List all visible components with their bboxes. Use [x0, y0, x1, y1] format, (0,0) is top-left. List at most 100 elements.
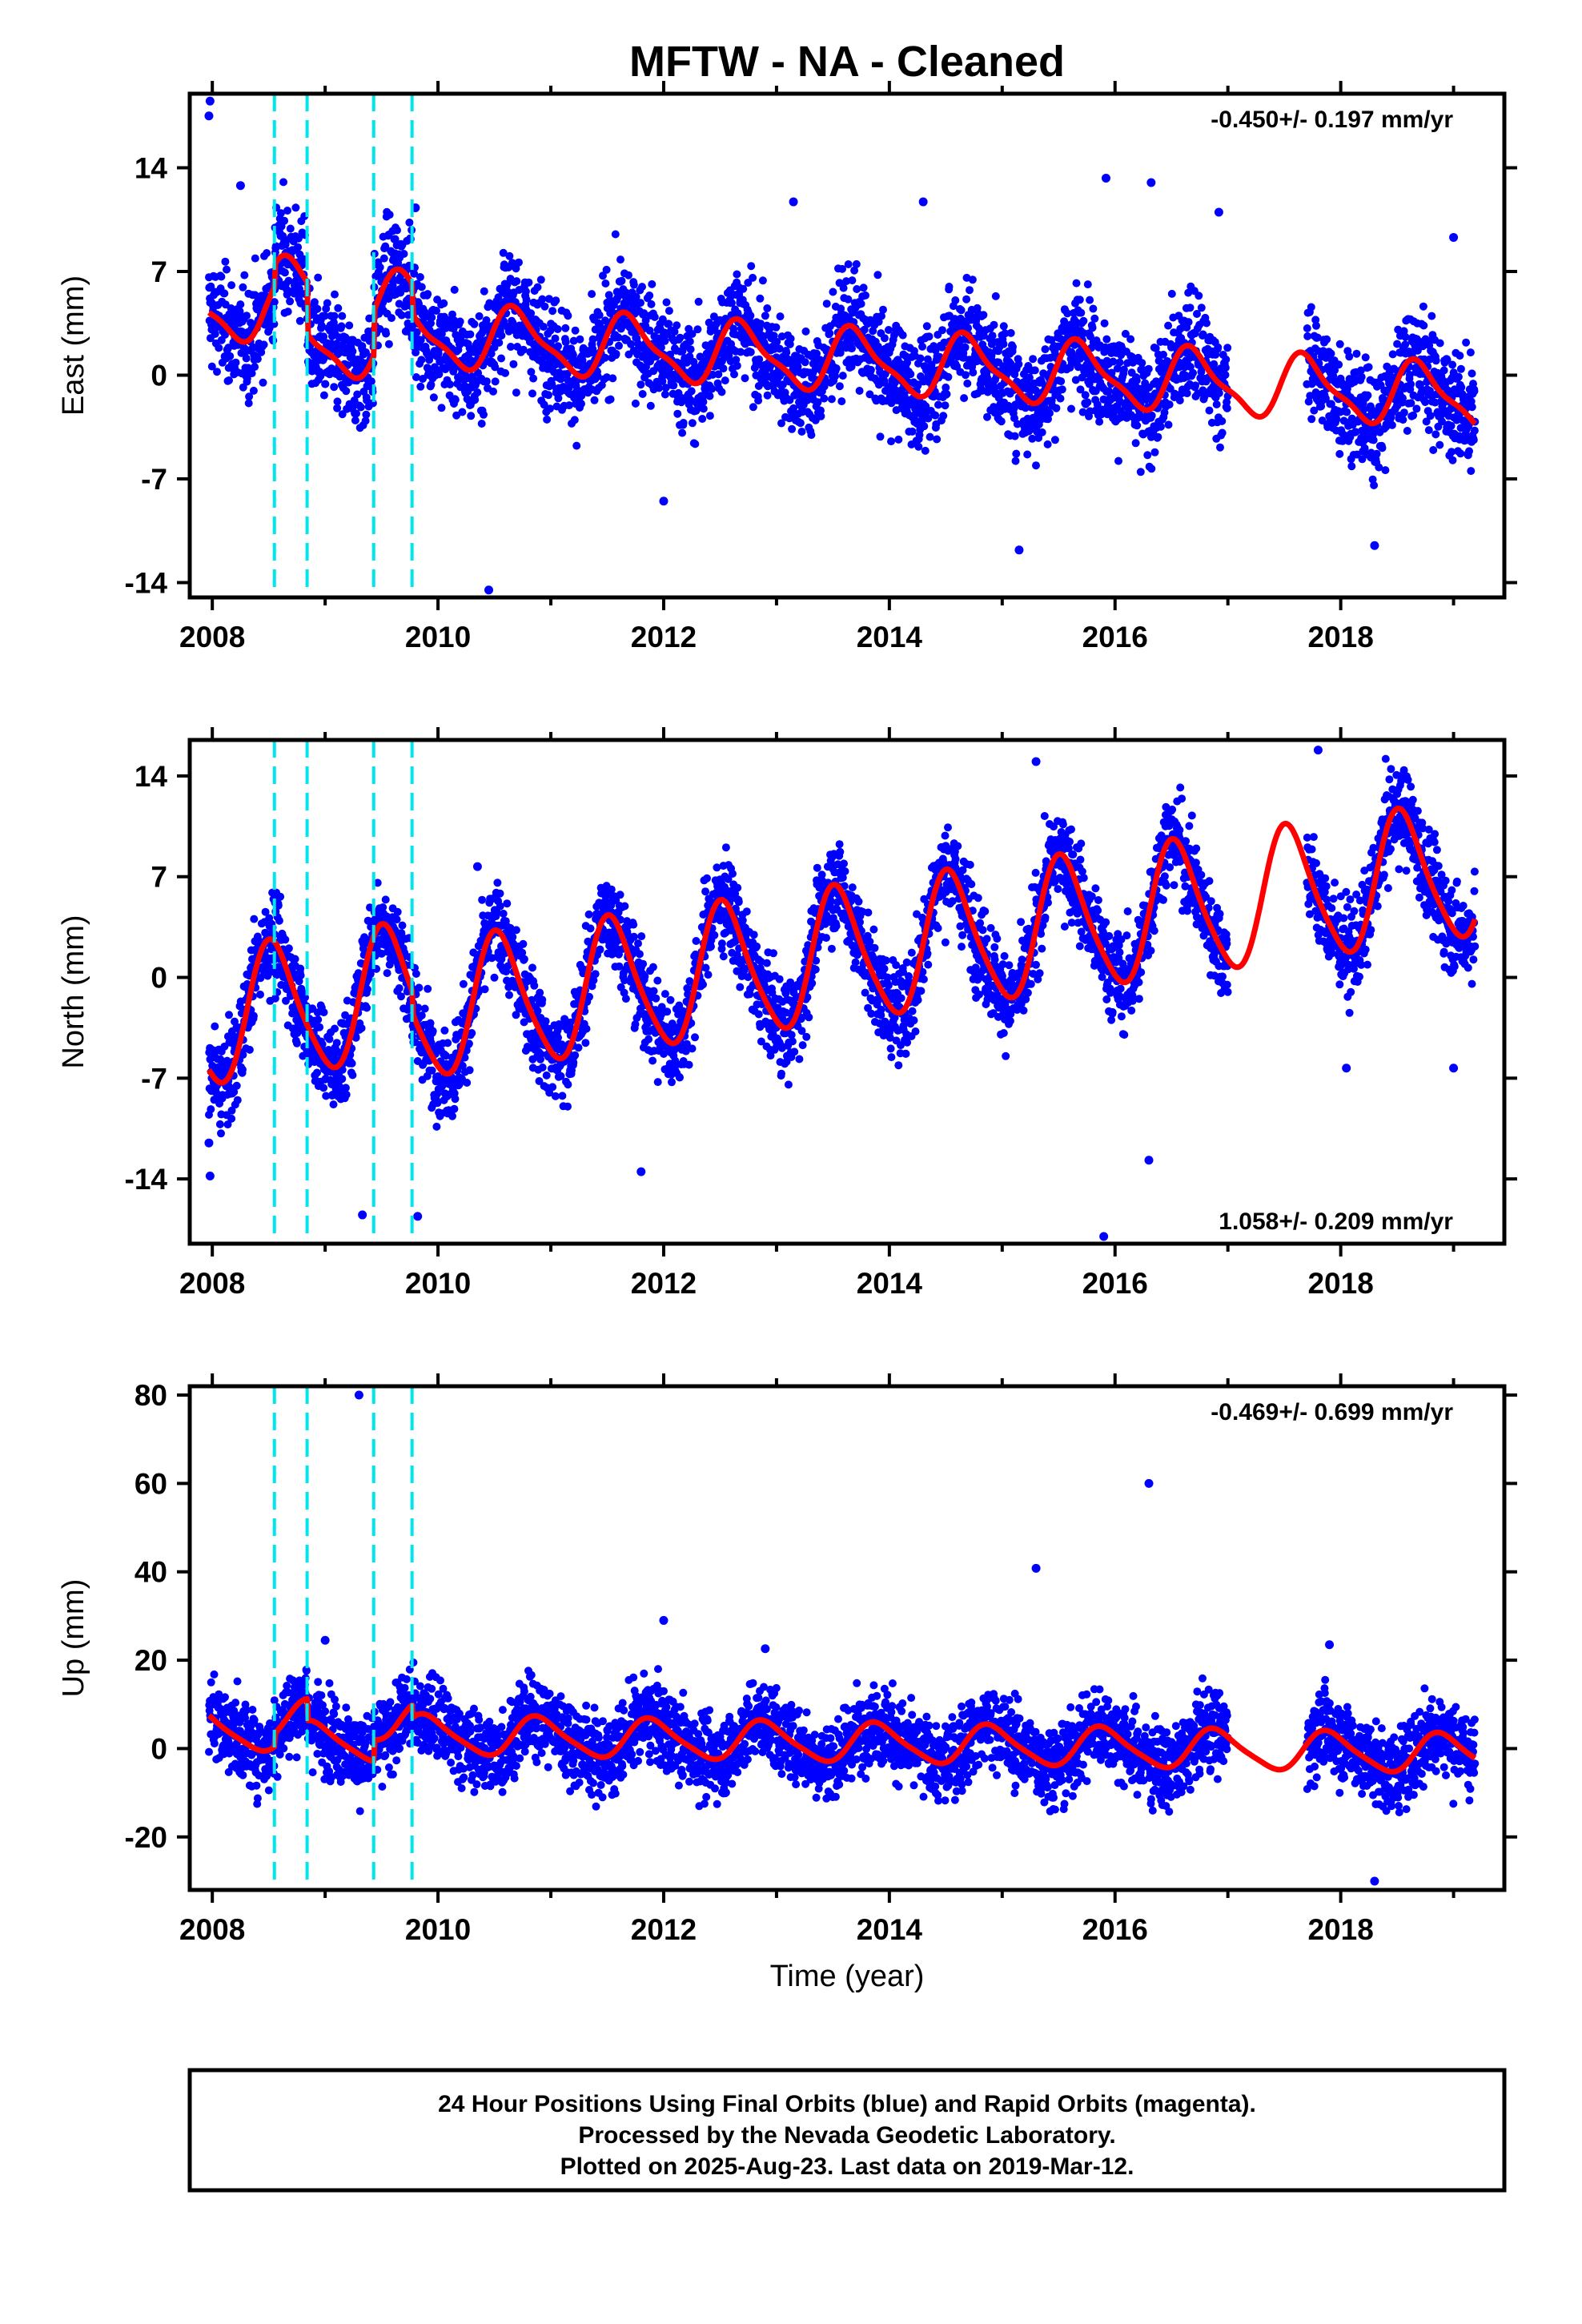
data-point	[719, 364, 728, 373]
data-point	[351, 1033, 360, 1042]
data-point	[918, 342, 926, 351]
data-point	[351, 416, 359, 424]
data-point	[334, 304, 343, 312]
data-point	[276, 209, 285, 218]
data-point	[1182, 389, 1191, 398]
data-point	[839, 283, 848, 292]
data-point	[274, 901, 283, 910]
data-point	[1310, 406, 1319, 415]
data-point	[244, 399, 253, 408]
data-point	[1447, 421, 1456, 430]
data-point	[242, 354, 251, 363]
data-point	[801, 358, 809, 367]
data-point	[1468, 403, 1476, 412]
data-point	[1311, 316, 1320, 324]
data-point	[1102, 335, 1111, 344]
data-point	[1431, 430, 1440, 439]
data-point	[1456, 352, 1464, 360]
data-point	[1345, 352, 1354, 361]
data-point	[1090, 314, 1099, 323]
data-point	[615, 341, 623, 350]
data-point	[1151, 344, 1160, 352]
data-point	[1303, 332, 1312, 340]
data-point	[1010, 432, 1019, 440]
data-point	[471, 396, 480, 404]
data-point	[473, 388, 482, 396]
data-point	[933, 435, 942, 444]
data-point	[827, 395, 836, 404]
data-point	[460, 1053, 469, 1062]
data-point	[786, 334, 795, 343]
data-point	[570, 416, 579, 424]
data-point	[788, 424, 797, 433]
outlier-point	[659, 497, 669, 506]
data-point	[1431, 356, 1440, 365]
data-point	[225, 376, 233, 384]
data-point	[424, 984, 432, 993]
data-point	[451, 396, 460, 404]
data-point	[758, 276, 767, 285]
data-point	[669, 381, 678, 390]
data-point	[275, 916, 283, 925]
data-point	[1095, 417, 1104, 426]
data-point	[961, 343, 970, 352]
data-point	[855, 387, 864, 395]
data-point	[1075, 296, 1084, 304]
outlier-point	[484, 585, 494, 595]
data-point	[624, 271, 632, 279]
data-point	[769, 332, 778, 340]
data-point	[1438, 417, 1446, 426]
data-point	[807, 431, 816, 440]
data-point	[962, 371, 970, 380]
data-point	[428, 313, 436, 322]
data-point	[906, 370, 915, 379]
data-point	[873, 342, 882, 351]
data-point	[375, 263, 384, 271]
data-point	[512, 1011, 520, 1019]
data-point	[491, 377, 500, 386]
data-point	[1089, 304, 1098, 313]
data-point	[456, 340, 464, 349]
data-point	[256, 990, 264, 999]
data-point	[536, 275, 545, 284]
data-point	[243, 374, 251, 383]
data-point	[1133, 421, 1142, 430]
data-point	[883, 356, 892, 364]
outlier-point	[204, 111, 214, 121]
data-point	[317, 321, 326, 330]
data-point	[249, 386, 258, 395]
data-point	[417, 283, 426, 292]
data-point	[782, 348, 791, 357]
data-point	[563, 369, 572, 378]
data-point	[291, 203, 300, 212]
data-point	[231, 358, 240, 367]
data-point	[756, 294, 765, 303]
data-point	[983, 412, 991, 421]
data-point	[280, 268, 289, 277]
data-point	[508, 933, 517, 941]
data-point	[296, 964, 305, 973]
data-point	[988, 332, 997, 340]
data-point	[225, 1011, 233, 1019]
data-point	[1364, 363, 1373, 372]
data-point	[964, 324, 973, 332]
data-point	[1419, 302, 1427, 311]
outlier-point	[1370, 541, 1379, 550]
data-point	[1023, 450, 1032, 459]
data-point	[416, 382, 425, 391]
data-point	[554, 394, 563, 403]
data-point	[342, 387, 351, 396]
data-point	[227, 304, 235, 312]
data-point	[687, 387, 696, 396]
data-point	[384, 340, 393, 348]
data-point	[361, 416, 370, 425]
data-point	[1067, 404, 1075, 413]
data-point	[632, 292, 640, 301]
data-point	[463, 1079, 472, 1087]
data-point	[1335, 340, 1344, 348]
data-point	[331, 290, 339, 299]
data-point	[1006, 328, 1015, 337]
data-point	[512, 264, 520, 273]
data-point	[1156, 422, 1165, 431]
